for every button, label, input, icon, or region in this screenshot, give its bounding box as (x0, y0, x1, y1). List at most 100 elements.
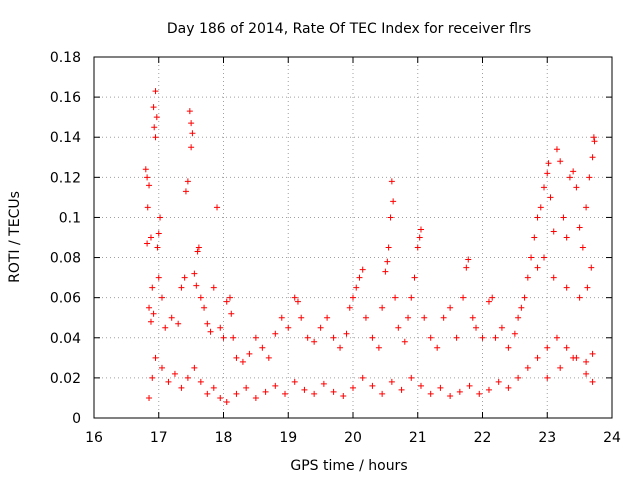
data-point (350, 294, 356, 301)
data-point (151, 124, 158, 131)
data-point (246, 350, 253, 357)
data-point (228, 310, 235, 317)
data-point (252, 334, 259, 341)
data-point (541, 184, 548, 191)
data-point (144, 240, 151, 247)
data-point (147, 234, 154, 241)
data-point (178, 384, 185, 391)
data-point (201, 304, 208, 311)
data-point (233, 354, 240, 361)
data-point (589, 378, 596, 385)
data-point (398, 386, 405, 393)
data-point (150, 104, 157, 111)
data-point (311, 338, 318, 345)
data-point (301, 386, 308, 393)
data-point (359, 266, 366, 273)
data-point (505, 384, 512, 391)
data-point (210, 384, 217, 391)
data-point (524, 274, 531, 281)
data-point (194, 248, 201, 255)
data-point (223, 298, 230, 305)
data-point (408, 374, 415, 381)
data-point (220, 334, 227, 341)
data-point (557, 364, 564, 371)
data-point (184, 178, 191, 185)
data-point (379, 390, 386, 397)
data-point (563, 284, 570, 291)
data-point (388, 178, 395, 185)
data-point (353, 284, 360, 291)
x-tick-label: 24 (603, 430, 621, 446)
data-point (207, 328, 214, 335)
data-point (158, 364, 165, 371)
data-point (417, 382, 424, 389)
data-point (534, 354, 541, 361)
data-point (591, 138, 598, 145)
data-point (171, 370, 178, 377)
data-point (350, 384, 356, 391)
data-point (259, 344, 266, 351)
x-axis-label: GPS time / hours (290, 458, 407, 474)
y-tick-label: 0.18 (50, 50, 81, 66)
data-point (485, 386, 492, 393)
data-point (518, 304, 525, 311)
data-point (304, 334, 311, 341)
data-point (272, 330, 279, 337)
data-point (417, 226, 424, 233)
data-point (230, 334, 237, 341)
data-point (534, 214, 541, 221)
data-point (223, 398, 230, 405)
data-point (456, 388, 463, 395)
data-point (375, 344, 382, 351)
data-point (379, 304, 386, 311)
data-point (146, 394, 153, 401)
data-point (155, 230, 162, 237)
data-point (545, 160, 552, 167)
data-point (142, 166, 149, 173)
data-point (149, 284, 156, 291)
data-point (346, 304, 353, 311)
data-point (395, 324, 402, 331)
data-point (534, 264, 541, 271)
data-point (447, 392, 454, 399)
data-point (149, 374, 156, 381)
data-point (195, 244, 202, 251)
data-point (146, 304, 153, 311)
data-point (388, 378, 395, 385)
data-point (485, 298, 492, 305)
data-point (214, 204, 221, 211)
data-point (589, 154, 596, 161)
y-tick-label: 0 (72, 411, 81, 427)
data-point (320, 380, 327, 387)
data-point (226, 294, 233, 301)
data-point (191, 364, 198, 371)
data-point (278, 314, 285, 321)
data-point (570, 168, 577, 175)
data-point (191, 270, 198, 277)
data-point (168, 314, 175, 321)
data-point (476, 390, 483, 397)
data-point (405, 314, 412, 321)
data-point (560, 214, 567, 221)
data-point (583, 370, 590, 377)
data-point (553, 334, 560, 341)
data-point (362, 314, 369, 321)
data-point (184, 374, 191, 381)
data-point (588, 264, 595, 271)
data-point (489, 294, 496, 301)
data-point (473, 324, 480, 331)
data-point (189, 130, 196, 137)
y-tick-label: 0.1 (59, 210, 81, 226)
data-point (553, 146, 560, 153)
data-point (182, 188, 189, 195)
data-point (469, 314, 476, 321)
data-point (563, 344, 570, 351)
data-point (416, 234, 423, 241)
data-point (359, 374, 366, 381)
y-tick-label: 0.02 (50, 371, 81, 387)
data-point (272, 382, 279, 389)
data-point (186, 108, 193, 115)
data-point (492, 334, 499, 341)
data-point (157, 214, 164, 221)
